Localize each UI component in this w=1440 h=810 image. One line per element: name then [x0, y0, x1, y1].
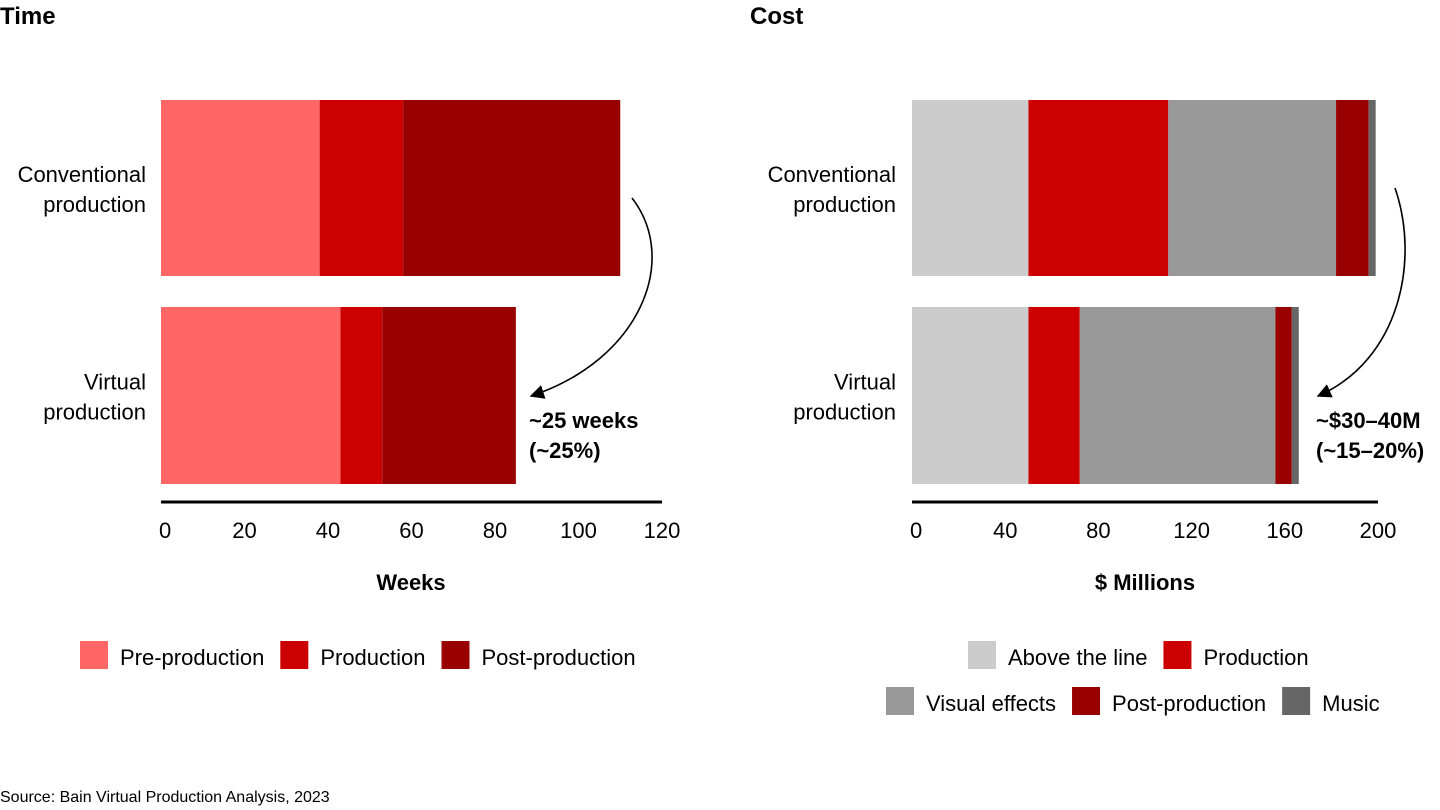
category-label: production: [793, 400, 896, 425]
category-label: Conventional: [768, 162, 896, 187]
legend-swatch-production: [1163, 641, 1192, 669]
legend-label-visual-effects: Visual effects: [926, 691, 1056, 716]
category-label: Conventional: [18, 162, 146, 187]
category-label: production: [43, 400, 146, 425]
x-tick-label: 120: [1173, 518, 1210, 543]
bar-segment-post-production: [1336, 100, 1369, 276]
savings-annotation: (~25%): [529, 438, 601, 463]
category-label: Virtual: [834, 370, 896, 395]
bar-segment-production: [1028, 307, 1080, 484]
legend-swatch-above-the-line: [968, 641, 996, 669]
legend-swatch-visual-effects: [886, 687, 914, 715]
x-axis-label: Weeks: [376, 570, 445, 595]
x-tick-label: 80: [483, 518, 507, 543]
x-tick-label: 0: [910, 518, 922, 543]
legend-swatch-pre-production: [80, 641, 108, 669]
x-tick-label: 60: [399, 518, 423, 543]
x-tick-label: 200: [1360, 518, 1397, 543]
bar-segment-production: [1028, 100, 1169, 276]
legend-swatch-music: [1282, 687, 1311, 715]
legend-label-post-production: Post-production: [482, 645, 636, 670]
category-label: Virtual: [84, 370, 146, 395]
x-tick-label: 20: [232, 518, 256, 543]
legend-swatch-post-production: [1072, 687, 1101, 715]
bar-segment-visual-effects: [1168, 100, 1337, 276]
savings-arrow: [1316, 187, 1406, 398]
bar-segment-visual-effects: [1079, 307, 1276, 484]
category-label: production: [793, 192, 896, 217]
chart-title: Time: [0, 3, 56, 30]
cost-chart: Cost Conventional production Virtual product…: [750, 3, 1424, 716]
legend-label-above-the-line: Above the line: [1008, 645, 1147, 670]
bar-segment-pre-production: [161, 307, 341, 484]
legend-label-production: Production: [1203, 645, 1308, 670]
x-tick-label: 80: [1086, 518, 1110, 543]
bar-segment-production: [340, 307, 383, 484]
legend-swatch-production: [280, 641, 309, 669]
chart-title: Cost: [750, 3, 803, 30]
legend-label-music: Music: [1322, 691, 1379, 716]
x-tick-label: 120: [644, 518, 681, 543]
bar-segment-production: [319, 100, 404, 276]
legend-label-post-production: Post-production: [1112, 691, 1266, 716]
x-tick-label: 40: [993, 518, 1017, 543]
savings-annotation: ~25 weeks: [529, 408, 638, 433]
bar-segment-post-production: [403, 100, 621, 276]
bar-segment-above-the-line: [912, 100, 1029, 276]
source-note: Source: Bain Virtual Production Analysis…: [0, 789, 330, 806]
bar-segment-post-production: [1275, 307, 1292, 484]
savings-arrow: [529, 197, 653, 399]
x-tick-label: 40: [316, 518, 340, 543]
x-tick-label: 160: [1266, 518, 1303, 543]
savings-annotation: ~$30–40M: [1316, 408, 1421, 433]
legend-label-pre-production: Pre-production: [120, 645, 264, 670]
legend-swatch-post-production: [441, 641, 470, 669]
bar-segment-above-the-line: [912, 307, 1029, 484]
category-label: production: [43, 192, 146, 217]
x-axis-label: $ Millions: [1095, 570, 1195, 595]
bar-segment-music: [1368, 100, 1376, 276]
time-chart: Time Conventional production Virtual product…: [0, 3, 680, 670]
savings-annotation: (~15–20%): [1316, 438, 1424, 463]
legend-label-production: Production: [320, 645, 425, 670]
x-tick-label: 100: [560, 518, 597, 543]
bar-segment-pre-production: [161, 100, 320, 276]
x-tick-label: 0: [159, 518, 171, 543]
bar-segment-post-production: [382, 307, 516, 484]
bar-segment-music: [1291, 307, 1299, 484]
